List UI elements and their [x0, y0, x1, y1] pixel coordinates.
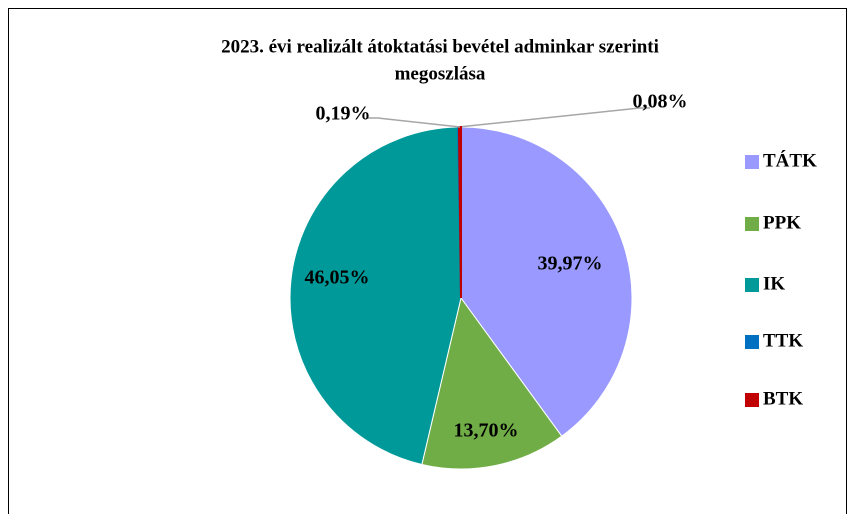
legend-label: TTK: [763, 330, 803, 351]
pie-slice: [421, 296, 563, 470]
legend-swatch: [745, 217, 759, 231]
data-label: 0,19%: [316, 103, 371, 125]
leader-line: [368, 117, 461, 128]
chart-title: 2023. évi realizált átoktatási bevétel a…: [221, 36, 659, 57]
leader-line: [458, 107, 650, 128]
legend-swatch: [745, 393, 759, 407]
pie-slice: [289, 126, 462, 466]
data-label: 46,05%: [305, 267, 370, 289]
data-label: 39,97%: [538, 253, 603, 275]
data-label: 13,70%: [454, 420, 519, 442]
legend-label: PPK: [763, 212, 801, 233]
legend-label: TÁTK: [763, 149, 817, 171]
legend-swatch: [745, 155, 759, 169]
legend-swatch: [745, 278, 759, 292]
pie-slice: [460, 126, 633, 437]
data-label: 0,08%: [633, 91, 688, 113]
legend-label: BTK: [763, 388, 803, 409]
legend-swatch: [745, 335, 759, 349]
legend-label: IK: [763, 273, 785, 294]
chart-subtitle: megoszlása: [395, 63, 486, 84]
